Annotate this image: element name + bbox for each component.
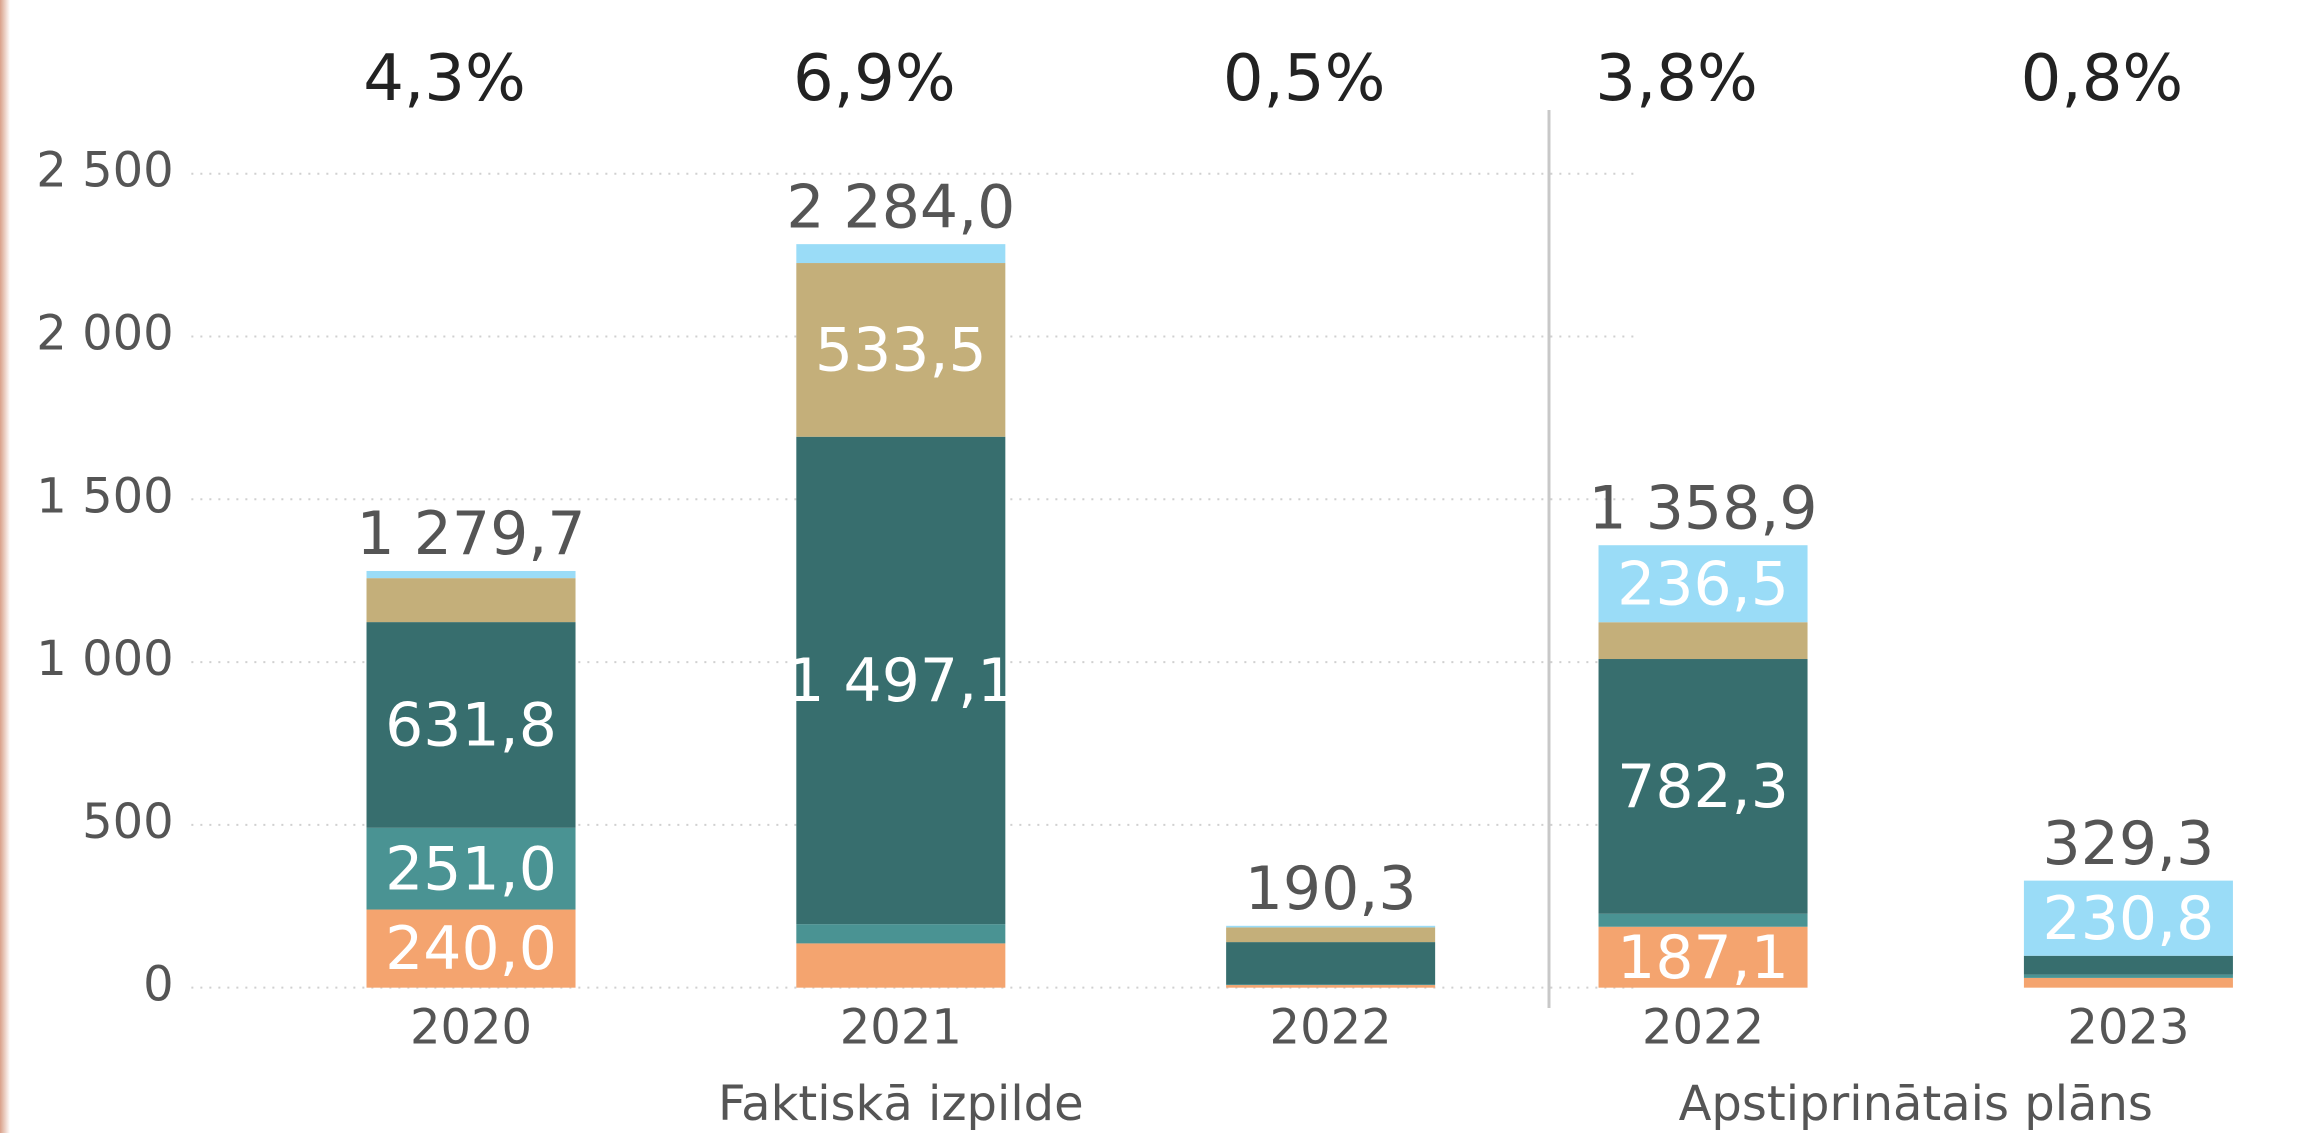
segment-label: 631,8 (385, 691, 557, 761)
bar-segment (796, 943, 1006, 988)
total-label: 1 358,9 (1589, 473, 1818, 543)
segment-label: 240,0 (385, 914, 557, 984)
x-tick-label: 2022 (1642, 999, 1764, 1055)
group-label: Faktiskā izpilde (718, 1076, 1084, 1132)
x-tick-label: 2020 (410, 999, 532, 1055)
x-tick-label: 2023 (2067, 999, 2189, 1055)
bar-segment (796, 436, 1006, 925)
y-tick-label: 1 500 (36, 468, 173, 524)
bar-segment (2023, 955, 2233, 975)
total-label: 329,3 (2043, 809, 2215, 879)
segment-label: 230,8 (2043, 884, 2215, 954)
bar-segment (366, 570, 576, 579)
y-tick-label: 500 (82, 794, 174, 850)
bar-segment (366, 578, 576, 623)
bar-segment (1226, 984, 1436, 986)
y-tick-label: 0 (143, 957, 174, 1013)
bar-segment (1226, 942, 1436, 985)
segment-label: 251,0 (385, 834, 557, 904)
segment-label: 187,1 (1617, 923, 1789, 993)
x-tick-label: 2022 (1270, 999, 1392, 1055)
y-tick-label: 1 000 (36, 631, 173, 687)
growth-label: 3,8% (1595, 42, 1758, 116)
y-tick-label: 2 000 (36, 305, 173, 361)
bar-segment (2023, 977, 2233, 988)
growth-label: 6,9% (793, 42, 956, 116)
segment-label: 236,5 (1617, 549, 1789, 619)
bar-segment (796, 244, 1006, 264)
bar-segment (1598, 659, 1808, 914)
growth-label: 0,8% (2021, 42, 2184, 116)
growth-label: 4,3% (363, 42, 526, 116)
segment-label: 782,3 (1617, 752, 1789, 822)
total-label: 190,3 (1245, 854, 1417, 924)
total-label: 2 284,0 (786, 172, 1015, 242)
total-label: 1 279,7 (357, 499, 586, 569)
group-label: Apstiprinātais plāns (1679, 1076, 2153, 1132)
bar-segment (1226, 927, 1436, 943)
bar-segment (2023, 974, 2233, 978)
bar-segment (1598, 926, 1808, 988)
bar-segment (1598, 913, 1808, 927)
growth-label: 0,5% (1223, 42, 1386, 116)
bar-segment (366, 622, 576, 828)
bar-segment (1598, 622, 1808, 660)
segment-label: 533,5 (815, 315, 987, 385)
bar-segment (1598, 545, 1808, 623)
bar-segment (796, 924, 1006, 944)
y-tick-label: 2 500 (36, 143, 173, 199)
bar-segment (1226, 985, 1436, 988)
bar-segment (1226, 925, 1436, 928)
bar-segment (366, 827, 576, 910)
bar-segment (796, 263, 1006, 437)
x-tick-label: 2021 (840, 999, 962, 1055)
bar-segment (2023, 880, 2233, 956)
window-edge (0, 0, 10, 1133)
bar-segment (366, 909, 576, 988)
segment-label: 1 497,1 (786, 646, 1015, 716)
